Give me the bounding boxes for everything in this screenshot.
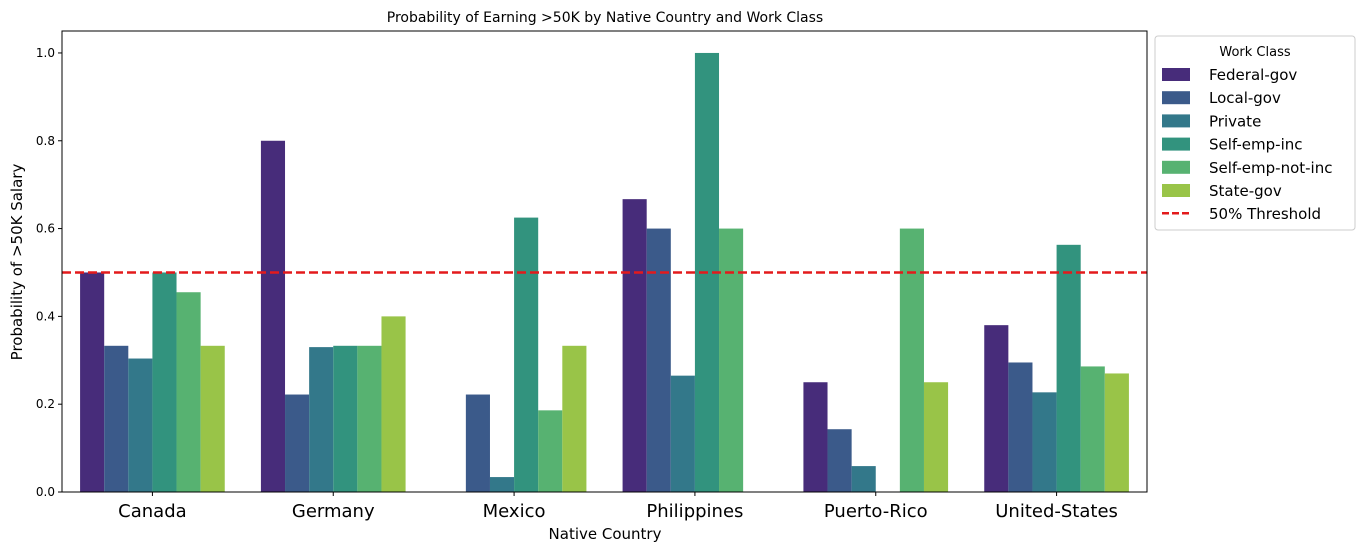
legend-label: Local-gov — [1209, 89, 1281, 107]
bar-local-gov-puerto-rico — [827, 429, 852, 492]
bar-federal-gov-united-states — [984, 325, 1009, 492]
legend-swatch — [1162, 184, 1190, 197]
bar-local-gov-united-states — [1008, 362, 1033, 492]
bar-local-gov-germany — [285, 394, 310, 492]
bar-federal-gov-philippines — [622, 199, 647, 492]
bar-private-united-states — [1032, 392, 1057, 492]
bar-local-gov-mexico — [465, 394, 490, 492]
bar-state-gov-puerto-rico — [923, 382, 949, 492]
y-tick-label: 0.0 — [36, 485, 55, 499]
x-tick-label: United-States — [995, 501, 1118, 522]
legend-swatch — [1162, 160, 1190, 174]
x-axis: Canada Germany Mexico Philippines Puerto-Ric… — [118, 492, 1118, 522]
legend-swatch — [1162, 114, 1190, 128]
bar-federal-gov-puerto-rico — [803, 382, 828, 492]
y-axis-label: Probability of >50K Salary — [8, 164, 26, 361]
legend-label: Federal-gov — [1209, 66, 1297, 84]
bar-self-emp-inc-mexico — [514, 217, 539, 492]
bar-self-emp-inc-united-states — [1056, 244, 1081, 492]
bar-private-mexico — [489, 477, 515, 492]
legend-label: Private — [1209, 112, 1261, 130]
y-tick-label: 0.8 — [36, 134, 55, 148]
legend-label: 50% Threshold — [1209, 205, 1321, 223]
bar-private-puerto-rico — [851, 466, 876, 492]
x-tick-label: Puerto-Rico — [824, 501, 928, 522]
y-axis: 0.0 0.2 0.4 0.6 0.8 1.0 — [36, 46, 62, 499]
bar-private-canada — [128, 358, 153, 492]
y-tick-label: 0.6 — [36, 222, 55, 236]
bar-state-gov-canada — [200, 345, 225, 492]
legend: Work Class Federal-gov Local-gov Private Sel… — [1154, 35, 1356, 231]
bar-self-emp-not-inc-philippines — [719, 228, 744, 493]
x-axis-label: Native Country — [549, 525, 662, 543]
bar-self-emp-not-inc-united-states — [1080, 366, 1105, 492]
chart-title: Probability of Earning >50K by Native Co… — [387, 10, 823, 26]
legend-swatch — [1162, 91, 1190, 105]
legend-label: Self-emp-not-inc — [1209, 159, 1332, 177]
bar-private-germany — [309, 347, 334, 492]
bar-self-emp-not-inc-mexico — [538, 410, 563, 492]
bar-federal-gov-germany — [260, 140, 286, 492]
bar-self-emp-not-inc-germany — [357, 345, 382, 492]
bar-local-gov-canada — [104, 345, 129, 492]
y-tick-label: 0.4 — [36, 309, 55, 323]
bar-state-gov-mexico — [562, 345, 587, 492]
legend-swatch — [1162, 68, 1190, 81]
legend-title: Work Class — [1219, 45, 1290, 60]
bar-self-emp-not-inc-canada — [176, 292, 201, 492]
x-tick-label: Germany — [292, 501, 375, 522]
x-tick-label: Mexico — [483, 501, 546, 522]
bar-self-emp-inc-canada — [152, 272, 177, 492]
legend-swatch — [1162, 137, 1190, 151]
legend-label: Self-emp-inc — [1209, 136, 1303, 154]
y-tick-label: 0.2 — [36, 397, 55, 411]
plot-frame — [61, 30, 1148, 493]
legend-label: State-gov — [1209, 182, 1282, 200]
bar-state-gov-united-states — [1104, 373, 1129, 492]
x-tick-label: Canada — [118, 501, 187, 522]
y-tick-label: 1.0 — [36, 46, 55, 60]
bar-self-emp-not-inc-puerto-rico — [899, 228, 924, 493]
x-tick-label: Philippines — [646, 501, 743, 522]
bar-private-philippines — [670, 375, 695, 492]
bar-state-gov-germany — [381, 316, 406, 492]
bar-local-gov-philippines — [646, 228, 671, 493]
bar-self-emp-inc-germany — [333, 345, 358, 492]
bar-federal-gov-canada — [80, 272, 105, 492]
legend-box — [1154, 35, 1356, 231]
